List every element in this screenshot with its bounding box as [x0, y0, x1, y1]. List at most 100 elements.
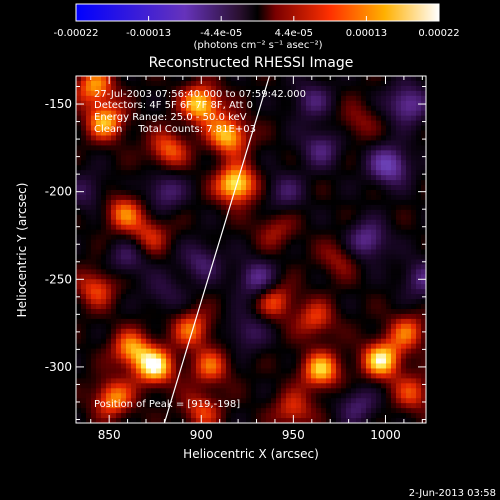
heatmap-cell	[181, 185, 187, 191]
heatmap-cell	[191, 135, 197, 142]
heatmap-cell	[151, 140, 157, 146]
heatmap-cell	[361, 338, 367, 345]
heatmap-cell	[131, 229, 137, 236]
heatmap-cell	[346, 219, 352, 226]
heatmap-cell	[326, 338, 332, 345]
heatmap-cell	[151, 244, 157, 251]
heatmap-cell	[226, 80, 232, 87]
heatmap-cell	[381, 190, 387, 196]
heatmap-cell	[141, 95, 147, 102]
heatmap-cell	[141, 279, 147, 285]
heatmap-cell	[311, 190, 317, 196]
heatmap-cell	[136, 229, 142, 236]
heatmap-cell	[211, 408, 217, 414]
heatmap-cell	[381, 368, 387, 375]
heatmap-cell	[286, 214, 292, 221]
heatmap-cell	[151, 418, 157, 423]
heatmap-cell	[116, 155, 122, 161]
heatmap-cell	[341, 398, 347, 404]
heatmap-cell	[121, 323, 127, 330]
heatmap-cell	[421, 115, 426, 122]
heatmap-cell	[96, 219, 102, 226]
heatmap-cell	[286, 155, 292, 161]
heatmap-cell	[246, 145, 252, 151]
heatmap-cell	[396, 383, 402, 389]
heatmap-cell	[361, 185, 367, 191]
heatmap-cell	[121, 214, 127, 221]
heatmap-cell	[401, 348, 407, 355]
heatmap-cell	[356, 135, 362, 142]
heatmap-cell	[256, 318, 262, 325]
heatmap-cell	[166, 403, 172, 409]
heatmap-cell	[346, 378, 352, 384]
heatmap-cell	[371, 403, 377, 409]
heatmap-cell	[286, 199, 292, 206]
heatmap-cell	[346, 105, 352, 112]
heatmap-cell	[231, 194, 237, 201]
heatmap-cell	[336, 135, 342, 142]
heatmap-cell	[141, 190, 147, 196]
heatmap-cell	[101, 274, 107, 280]
heatmap-cell	[196, 244, 202, 251]
heatmap-cell	[221, 269, 227, 275]
heatmap-cell	[96, 323, 102, 330]
heatmap-cell	[396, 150, 402, 156]
heatmap-cell	[121, 279, 127, 285]
heatmap-cell	[176, 130, 182, 137]
heatmap-cell	[276, 85, 282, 92]
heatmap-cell	[341, 254, 347, 261]
heatmap-cell	[266, 180, 272, 186]
heatmap-cell	[281, 398, 287, 404]
heatmap-cell	[216, 185, 222, 191]
heatmap-cell	[76, 180, 82, 186]
heatmap-cell	[226, 299, 232, 305]
heatmap-cell	[121, 80, 127, 87]
heatmap-cell	[296, 368, 302, 375]
heatmap-cell	[101, 259, 107, 265]
heatmap-cell	[166, 348, 172, 355]
heatmap-cell	[166, 378, 172, 384]
heatmap-cell	[311, 413, 317, 419]
heatmap-cell	[156, 259, 162, 265]
heatmap-cell	[256, 209, 262, 216]
heatmap-cell	[216, 313, 222, 320]
heatmap-cell	[241, 294, 247, 300]
heatmap-cell	[181, 209, 187, 216]
heatmap-cell	[416, 279, 422, 285]
heatmap-cell	[286, 76, 292, 82]
heatmap-cell	[186, 393, 192, 399]
heatmap-cell	[206, 363, 212, 370]
heatmap-cell	[101, 90, 107, 97]
heatmap-cell	[206, 150, 212, 156]
heatmap-cell	[191, 165, 197, 171]
heatmap-cell	[281, 76, 287, 82]
heatmap-cell	[216, 224, 222, 231]
heatmap-cell	[321, 199, 327, 206]
heatmap-cell	[106, 328, 112, 335]
heatmap-cell	[181, 338, 187, 345]
heatmap-cell	[216, 234, 222, 241]
heatmap-cell	[136, 244, 142, 251]
heatmap-cell	[216, 165, 222, 171]
heatmap-cell	[421, 160, 426, 166]
heatmap-cell	[231, 388, 237, 394]
heatmap-cell	[121, 100, 127, 107]
heatmap-cell	[131, 145, 137, 151]
heatmap-cell	[406, 100, 412, 107]
heatmap-cell	[366, 125, 372, 132]
heatmap-cell	[256, 413, 262, 419]
heatmap-cell	[286, 313, 292, 320]
heatmap-cell	[286, 110, 292, 117]
heatmap-cell	[421, 323, 426, 330]
heatmap-cell	[176, 244, 182, 251]
heatmap-cell	[251, 274, 257, 280]
heatmap-cell	[256, 219, 262, 226]
heatmap-cell	[226, 279, 232, 285]
heatmap-cell	[91, 318, 97, 325]
heatmap-cell	[291, 284, 297, 290]
heatmap-cell	[231, 209, 237, 216]
heatmap-cell	[231, 398, 237, 404]
heatmap-cell	[416, 204, 422, 211]
heatmap-cell	[146, 413, 152, 419]
heatmap-cell	[101, 388, 107, 394]
